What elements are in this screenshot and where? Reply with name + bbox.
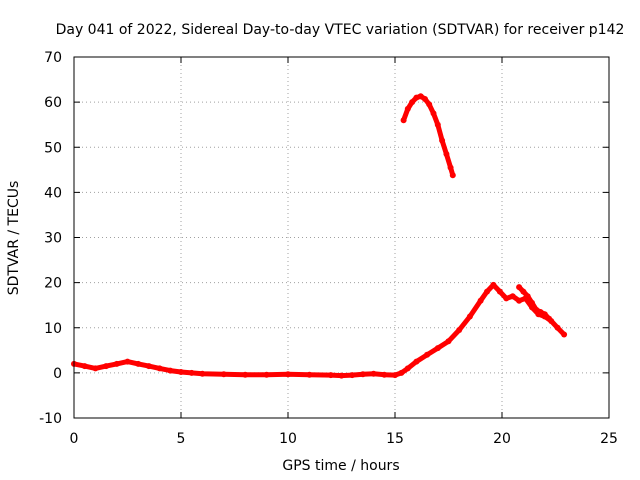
data-point (554, 324, 561, 331)
data-point (449, 172, 456, 179)
data-series (71, 93, 568, 379)
data-point (349, 372, 356, 379)
data-point (561, 331, 568, 338)
data-point (496, 288, 503, 295)
x-tick-label: 15 (386, 431, 404, 447)
data-point (524, 293, 531, 300)
data-point (167, 367, 174, 374)
chart-title: Day 041 of 2022, Sidereal Day-to-day VTE… (56, 22, 625, 38)
data-point (413, 358, 420, 365)
y-tick-label: -10 (39, 411, 62, 427)
y-tick-label: 70 (44, 50, 62, 66)
data-point (135, 360, 142, 367)
y-tick-label: 30 (44, 231, 62, 247)
data-point (509, 293, 516, 300)
y-tick-label: 40 (44, 185, 62, 201)
data-point (188, 369, 195, 376)
data-point (103, 363, 110, 370)
data-point (338, 372, 345, 379)
data-point (392, 372, 398, 379)
data-point (443, 151, 450, 157)
data-point (156, 365, 163, 372)
data-point (466, 313, 473, 320)
grid (74, 57, 609, 418)
data-point (422, 96, 428, 102)
data-point (409, 99, 416, 106)
data-point (404, 105, 411, 112)
y-tick-label: 10 (44, 321, 62, 337)
data-point (359, 371, 366, 378)
data-point (484, 288, 490, 295)
data-point (220, 371, 227, 378)
data-point (477, 297, 484, 304)
x-tick-label: 10 (279, 431, 297, 447)
data-point (520, 288, 527, 295)
data-point (113, 360, 120, 367)
data-point (503, 295, 510, 302)
data-point (434, 121, 441, 128)
x-tick-label: 25 (600, 431, 618, 447)
data-point (400, 117, 407, 124)
data-point (516, 297, 523, 304)
data-point (285, 371, 291, 378)
data-point (92, 365, 99, 372)
x-tick-label: 20 (493, 431, 511, 447)
data-point (381, 371, 388, 378)
data-point (541, 311, 548, 318)
axis-ticks: 0 5 10 15 20 25 -10 0 10 20 30 40 50 60 70 (39, 50, 618, 447)
data-point (145, 363, 152, 370)
data-point (424, 351, 431, 358)
data-point (263, 371, 270, 378)
data-point (529, 299, 535, 306)
data-point (199, 370, 206, 377)
data-point (439, 137, 446, 144)
data-point (404, 365, 411, 372)
data-point (81, 363, 88, 370)
data-point (430, 110, 437, 117)
data-point (178, 369, 184, 375)
x-tick-label: 0 (70, 431, 79, 447)
data-point (456, 327, 463, 333)
y-tick-label: 0 (53, 366, 62, 382)
data-point (490, 281, 497, 288)
data-point (516, 284, 523, 291)
y-axis-label: SDTVAR / TECUs (6, 181, 22, 296)
y-tick-label: 60 (44, 95, 62, 111)
x-tick-label: 5 (177, 431, 186, 447)
data-point (445, 338, 452, 345)
data-point (546, 315, 553, 322)
data-point (434, 345, 441, 352)
y-tick-label: 20 (44, 276, 62, 292)
x-axis-label: GPS time / hours (282, 458, 399, 474)
data-point (124, 358, 131, 365)
data-point (398, 369, 405, 376)
data-point (370, 370, 377, 377)
data-point (417, 93, 424, 100)
data-point (447, 164, 454, 171)
data-point (426, 101, 433, 108)
y-tick-label: 50 (44, 140, 62, 156)
data-point (242, 371, 249, 378)
data-point (327, 372, 334, 379)
data-point (306, 371, 313, 378)
